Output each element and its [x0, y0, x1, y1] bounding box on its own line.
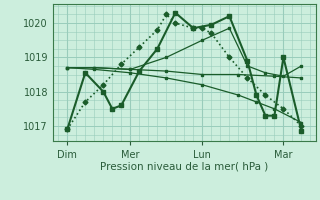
X-axis label: Pression niveau de la mer( hPa ): Pression niveau de la mer( hPa ) — [100, 162, 268, 172]
